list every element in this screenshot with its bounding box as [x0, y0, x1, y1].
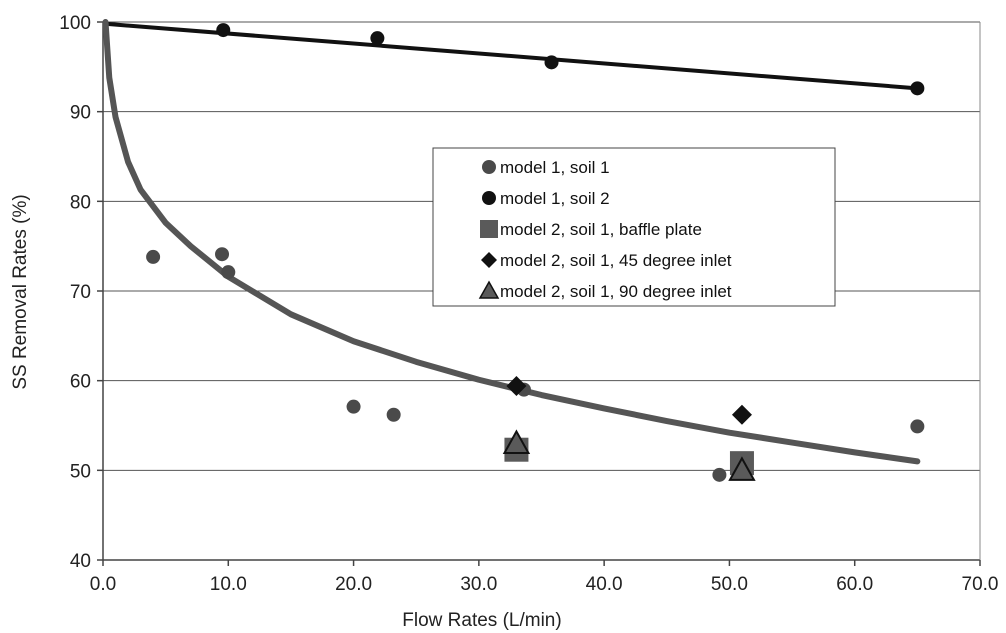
legend-marker-circle	[482, 191, 496, 205]
trendline-1	[103, 21, 920, 91]
trendline-2	[102, 19, 921, 465]
data-point	[221, 265, 236, 280]
data-point	[502, 429, 531, 455]
legend-label: model 1, soil 1	[500, 158, 610, 177]
x-tick-labels: 0.0 10.0 20.0 30.0 40.0 50.0 60.0 70.0	[90, 560, 999, 595]
data-point	[712, 467, 727, 482]
y-tick-label: 90	[70, 103, 91, 124]
legend-marker-square	[480, 220, 498, 238]
x-tick-label: 60.0	[836, 574, 873, 595]
data-point	[506, 376, 527, 397]
legend-marker-triangle	[478, 280, 500, 299]
data-points	[146, 23, 925, 482]
y-tick-label: 70	[70, 282, 91, 303]
x-axis-title: Flow Rates (L/min)	[402, 610, 561, 631]
x-tick-label: 10.0	[210, 574, 247, 595]
y-tick-label: 50	[70, 461, 91, 482]
data-point	[728, 456, 756, 481]
data-point	[386, 407, 401, 422]
data-point	[346, 399, 361, 414]
data-point	[216, 23, 231, 38]
x-tick-label: 20.0	[335, 574, 372, 595]
y-tick-label: 40	[70, 551, 91, 572]
y-tick-label: 100	[59, 13, 91, 34]
data-point	[910, 419, 925, 434]
legend-marker-circle	[482, 160, 496, 174]
legend-label: model 2, soil 1, 45 degree inlet	[500, 251, 732, 270]
legend: model 1, soil 1 model 1, soil 2 model 2, s…	[432, 147, 836, 307]
legend-marker-diamond	[481, 252, 497, 268]
x-tick-label: 30.0	[460, 574, 497, 595]
data-point	[370, 31, 385, 46]
legend-label: model 2, soil 1, baffle plate	[500, 220, 702, 239]
legend-label: model 2, soil 1, 90 degree inlet	[500, 282, 732, 301]
y-tick-label: 60	[70, 372, 91, 393]
data-point	[731, 404, 752, 425]
x-tick-label: 70.0	[962, 574, 999, 595]
data-point	[910, 81, 925, 96]
legend-label: model 1, soil 2	[500, 189, 610, 208]
legend-box	[432, 147, 836, 307]
y-tick-label: 80	[70, 192, 91, 213]
y-axis-title: SS Removal Rates (%)	[10, 194, 31, 389]
x-tick-label: 40.0	[586, 574, 623, 595]
y-tick-labels: 40 50 60 70 80 90 100	[59, 13, 103, 572]
data-point	[215, 247, 230, 262]
x-tick-label: 0.0	[90, 574, 116, 595]
data-point	[146, 249, 161, 264]
data-point	[544, 55, 559, 70]
trendlines	[102, 19, 921, 465]
x-tick-label: 50.0	[711, 574, 748, 595]
